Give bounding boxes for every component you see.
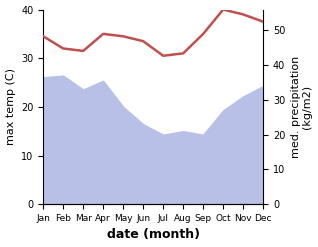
X-axis label: date (month): date (month) [107, 228, 200, 242]
Y-axis label: max temp (C): max temp (C) [5, 68, 16, 145]
Y-axis label: med. precipitation
(kg/m2): med. precipitation (kg/m2) [291, 56, 313, 158]
